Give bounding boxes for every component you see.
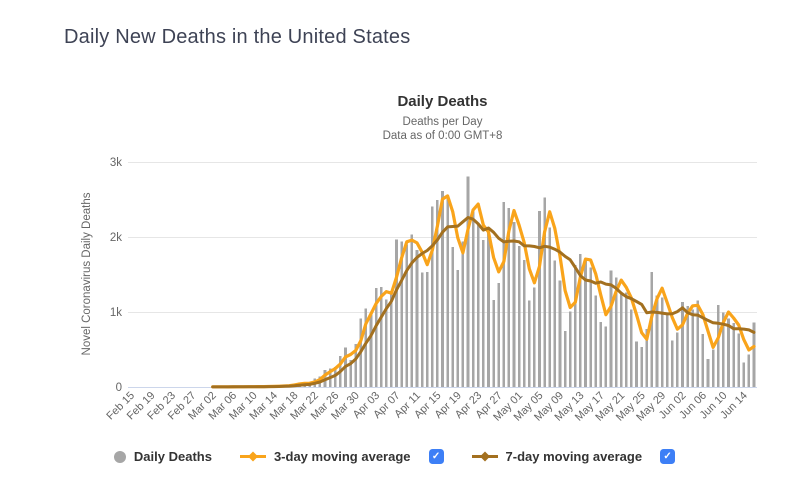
chart-title: Daily Deaths [397, 93, 488, 110]
3day-average-checkbox[interactable]: ✓ [428, 449, 444, 464]
legend-item-7day-average[interactable]: 7-day moving average ✓ [471, 449, 676, 464]
page-title: Daily New Deaths in the United States [64, 26, 411, 48]
legend-item-daily-deaths[interactable]: Daily Deaths [113, 449, 212, 464]
svg-text:2k: 2k [110, 232, 122, 244]
line-diamond-marker-icon [471, 451, 498, 462]
legend-label-daily-deaths: Daily Deaths [133, 449, 212, 464]
chart-subtitle-data-asof: Data as of 0:00 GMT+8 [382, 130, 503, 142]
svg-text:3k: 3k [110, 157, 122, 169]
chart-legend: Daily Deaths 3-day moving average ✓ 7-da… [0, 449, 789, 464]
line-diamond-marker-icon [239, 451, 266, 462]
ma7-line [211, 216, 756, 389]
daily-deaths-bars [201, 176, 756, 388]
y-axis-labels: 0 1k 2k 3k [110, 157, 122, 394]
svg-text:1k: 1k [110, 307, 122, 319]
daily-deaths-marker-icon [113, 450, 126, 463]
7day-average-checkbox[interactable]: ✓ [660, 449, 676, 464]
svg-text:0: 0 [116, 382, 122, 394]
chart-subtitle-deaths-per-day: Deaths per Day [402, 116, 483, 128]
legend-label-7day-average: 7-day moving average [505, 449, 643, 464]
legend-label-3day-average: 3-day moving average [273, 449, 411, 464]
legend-item-3day-average[interactable]: 3-day moving average ✓ [239, 449, 444, 464]
